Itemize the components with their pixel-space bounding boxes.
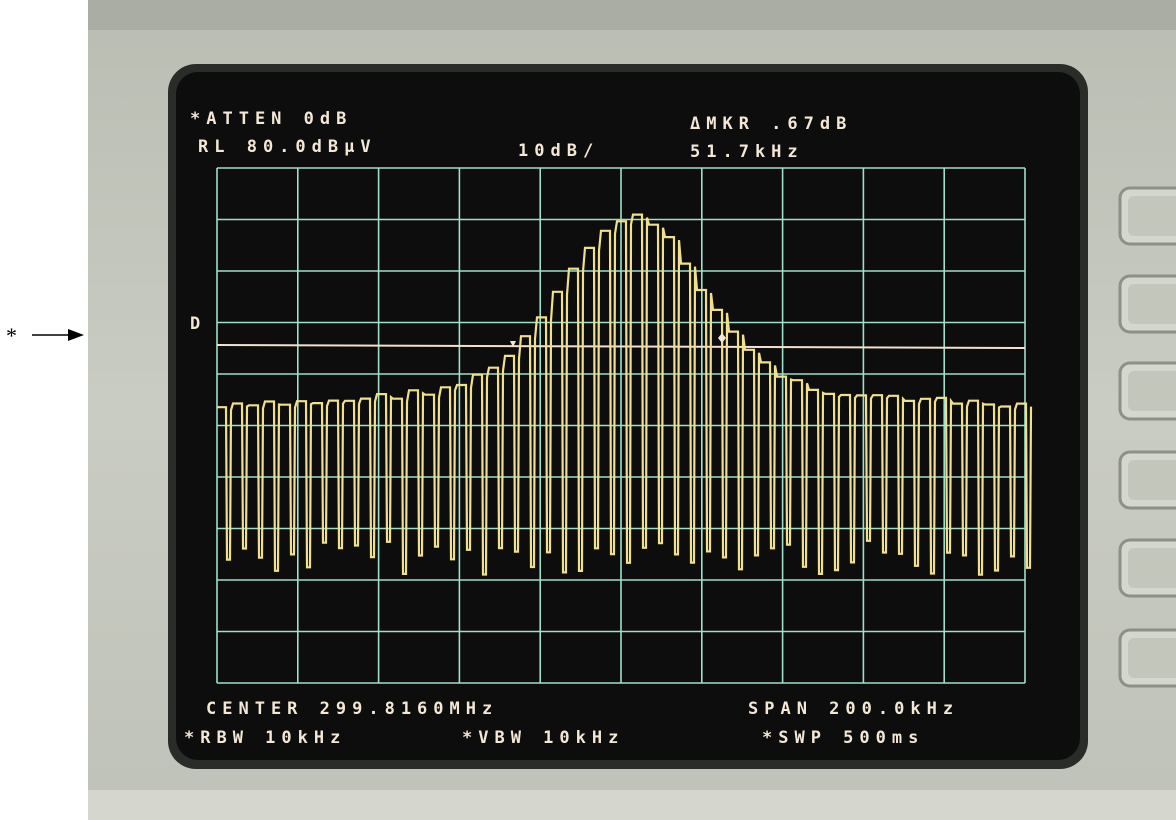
- softkeys: [1118, 186, 1176, 688]
- top-panel: [88, 0, 1176, 30]
- rbw: *RBW 10kHz: [184, 728, 346, 748]
- atten: *ATTEN 0dB: [190, 109, 352, 129]
- display-line: [216, 344, 1026, 349]
- center: CENTER 299.8160MHz: [206, 699, 498, 719]
- annotation-marker: *: [6, 323, 17, 348]
- arrow-head: [68, 329, 84, 341]
- span: SPAN 200.0kHz: [748, 699, 959, 719]
- vbw: *VBW 10kHz: [462, 728, 624, 748]
- softkey-face: [1128, 284, 1176, 324]
- softkey-face: [1128, 638, 1176, 678]
- softkey-face: [1128, 548, 1176, 588]
- softkey-face: [1128, 371, 1176, 411]
- marker-delta: ΔMKR .67dB: [690, 114, 852, 134]
- spectrum-trace: [217, 213, 1033, 576]
- bottom-panel: [88, 790, 1176, 820]
- sweep: *SWP 500ms: [762, 728, 924, 748]
- marker-freq: 51.7kHz: [690, 142, 804, 162]
- screen: [176, 72, 1080, 760]
- softkey-face: [1128, 196, 1176, 236]
- ref-level: RL 80.0dBμV: [198, 137, 377, 157]
- display-line-label: D: [190, 314, 206, 334]
- graticule: [216, 167, 1026, 684]
- softkey-face: [1128, 460, 1176, 500]
- scale: 10dB/: [518, 141, 599, 161]
